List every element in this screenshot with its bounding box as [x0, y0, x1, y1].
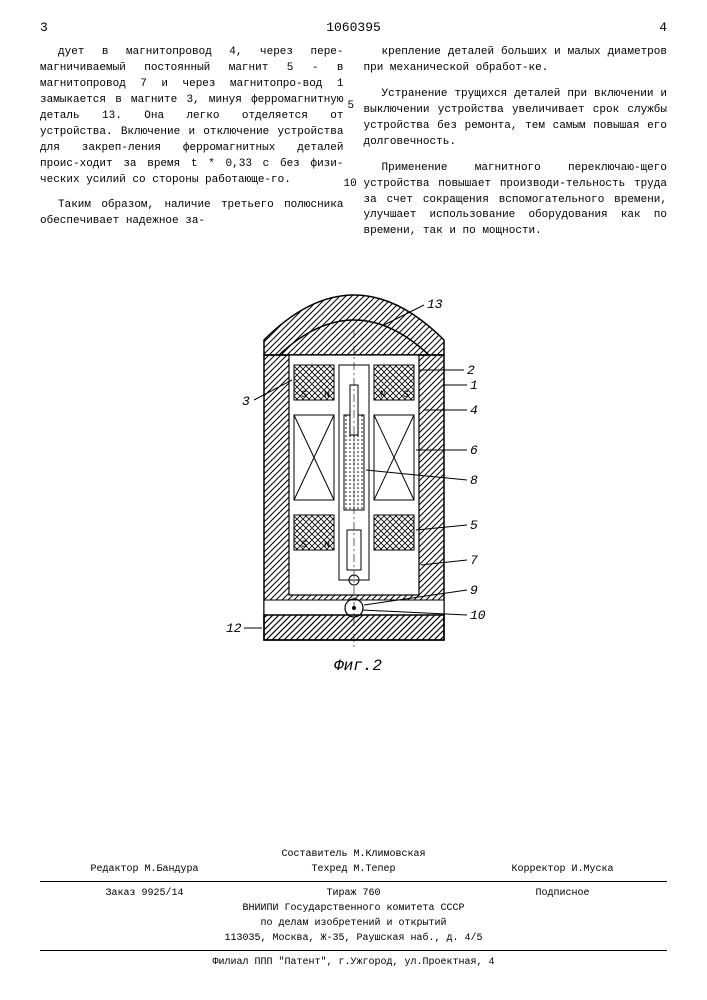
patent-number: 1060395	[326, 20, 381, 35]
callout: 2	[467, 363, 475, 378]
editor: Редактор М.Бандура	[40, 864, 249, 875]
para: дует в магнитопровод 4, через пере-магни…	[40, 45, 344, 188]
text-columns: дует в магнитопровод 4, через пере-магни…	[40, 45, 667, 250]
callout: 1	[470, 378, 478, 393]
org: ВНИИПИ Государственного комитета СССР	[40, 901, 667, 916]
magnet-label: N	[380, 390, 386, 401]
magnet-label: S	[403, 390, 409, 401]
para: Таким образом, наличие третьего полюсник…	[40, 198, 344, 230]
figure-svg: S N N S S N	[204, 270, 504, 700]
callout: 5	[470, 518, 478, 533]
callout: 4	[470, 403, 478, 418]
tech: Техред М.Тепер	[249, 864, 458, 875]
sign: Подписное	[458, 888, 667, 899]
corrector: Корректор И.Муска	[458, 864, 667, 875]
figure-caption: Фиг.2	[334, 657, 382, 675]
callout: 12	[226, 621, 242, 636]
page-left: 3	[40, 20, 48, 35]
org: по делам изобретений и открытий	[40, 916, 667, 931]
para: Устранение трущихся деталей при включени…	[364, 87, 668, 151]
magnet-label: N	[324, 390, 330, 401]
figure: S N N S S N	[40, 270, 667, 700]
tirazh: Тираж 760	[249, 888, 458, 899]
callout: 3	[242, 394, 250, 409]
callout: 8	[470, 473, 478, 488]
para: крепление деталей больших и малых диамет…	[364, 45, 668, 77]
callout: 13	[427, 297, 443, 312]
left-column: дует в магнитопровод 4, через пере-магни…	[40, 45, 344, 250]
right-column: 5 10 крепление деталей больших и малых д…	[364, 45, 668, 250]
callout: 10	[470, 608, 486, 623]
callout: 9	[470, 583, 478, 598]
magnet-label: S	[301, 540, 307, 551]
line-number: 10	[344, 177, 357, 193]
magnet-label: N	[324, 540, 330, 551]
branch: Филиал ППП "Патент", г.Ужгород, ул.Проек…	[40, 955, 667, 970]
order: Заказ 9925/14	[40, 888, 249, 899]
line-number: 5	[348, 99, 355, 115]
para: Применение магнитного переключаю-щего ус…	[364, 161, 668, 241]
page-right: 4	[659, 20, 667, 35]
magnet-label: S	[301, 390, 307, 401]
callout: 7	[470, 553, 478, 568]
callout: 6	[470, 443, 478, 458]
compiler: Составитель М.Климовская	[40, 847, 667, 862]
footer: Составитель М.Климовская Редактор М.Банд…	[40, 847, 667, 970]
addr: 113035, Москва, Ж-35, Раушская наб., д. …	[40, 931, 667, 946]
